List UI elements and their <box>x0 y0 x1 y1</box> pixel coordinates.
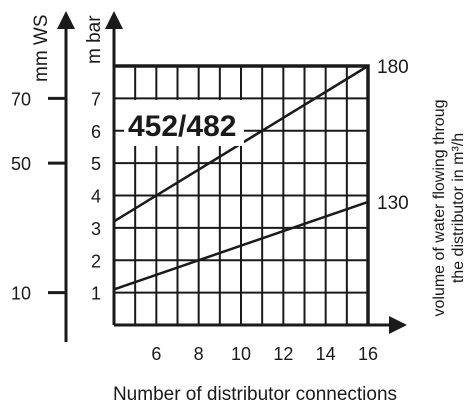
title-box-background <box>124 100 244 146</box>
mbar-axis-label: m bar <box>84 15 105 64</box>
y-tick-label: 5 <box>91 154 101 174</box>
x-tick-label: 14 <box>316 344 336 364</box>
series-end-label-0: 180 <box>377 57 409 78</box>
x-tick-labels: 6 8 10 12 14 16 <box>151 344 378 364</box>
x-axis-label: Number of distributor connections <box>113 384 397 405</box>
plot-frame <box>114 64 370 325</box>
secondary-y-tick-label: 50 <box>11 154 31 174</box>
secondary-y-tick-label: 10 <box>11 284 31 304</box>
x-tick-label: 12 <box>273 344 293 364</box>
y-tick-labels: 1 2 3 4 5 6 7 <box>91 89 101 303</box>
series-end-label-1: 130 <box>377 193 409 214</box>
x-tick-label: 6 <box>151 344 161 364</box>
x-tick-label: 8 <box>194 344 204 364</box>
x-tick-label: 16 <box>358 344 378 364</box>
secondary-y-tick-labels: 10 50 70 <box>11 89 66 304</box>
y-tick-label: 3 <box>91 219 101 239</box>
y-tick-label: 2 <box>91 251 101 271</box>
y-tick-label: 7 <box>91 89 101 109</box>
y-tick-label: 6 <box>91 122 101 142</box>
y-tick-label: 1 <box>91 284 101 304</box>
mmws-axis-label: mm WS <box>31 14 52 82</box>
series-end-labels: 180 130 <box>377 57 409 214</box>
series-line-1 <box>113 200 369 291</box>
y-tick-label: 4 <box>91 187 101 207</box>
right-label-line-2: the distributor in m³/h <box>450 133 467 283</box>
x-tick-label: 10 <box>231 344 251 364</box>
secondary-y-tick-label: 70 <box>11 89 31 109</box>
right-label-line-1: volume of water flowing throug <box>431 100 448 317</box>
chart-title: 452/482 <box>128 110 236 143</box>
